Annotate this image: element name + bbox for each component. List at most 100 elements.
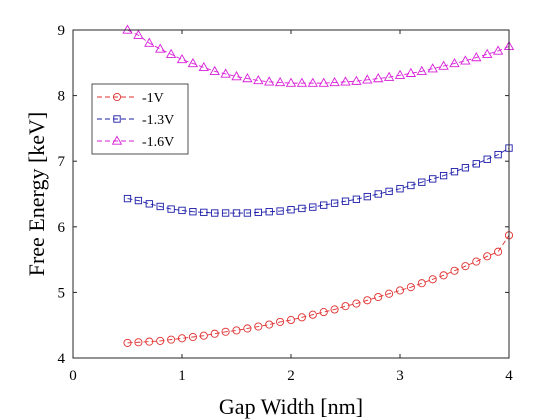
data-point	[220, 68, 231, 78]
data-point	[472, 257, 481, 266]
y-tick-label: 9	[58, 23, 66, 39]
data-point	[385, 289, 394, 298]
data-point	[232, 326, 241, 335]
data-point	[243, 324, 252, 333]
data-point	[165, 48, 177, 58]
legend-marker	[113, 115, 121, 123]
data-point	[265, 320, 274, 329]
data-point	[155, 43, 166, 53]
y-axis-label: Free Energy [keV]	[24, 112, 49, 277]
data-point	[330, 305, 339, 314]
data-point	[221, 209, 230, 217]
data-point	[428, 275, 437, 284]
y-tick-label: 5	[58, 285, 66, 301]
data-point	[385, 187, 393, 196]
data-point	[298, 204, 306, 213]
data-point	[134, 338, 143, 347]
data-point	[471, 52, 482, 62]
series-1	[123, 231, 514, 347]
ticks-layer: 0 1 2 3 4 4 5 6 7 8 9	[58, 23, 514, 384]
data-point	[122, 24, 133, 34]
data-point	[450, 266, 459, 275]
data-point	[285, 77, 297, 87]
data-point	[340, 76, 351, 86]
data-point	[307, 77, 318, 87]
data-point	[439, 271, 448, 280]
data-point	[264, 76, 275, 86]
data-point	[123, 194, 132, 203]
data-point	[461, 164, 470, 172]
data-point	[374, 292, 383, 302]
data-point	[198, 61, 209, 72]
data-point	[318, 77, 329, 87]
data-point	[134, 196, 143, 205]
data-point	[374, 190, 382, 198]
data-point	[341, 302, 350, 311]
data-point	[242, 73, 253, 83]
data-point	[221, 327, 230, 336]
data-point	[461, 262, 470, 271]
data-point	[405, 67, 417, 77]
data-point	[265, 208, 273, 216]
x-tick-label: 2	[287, 368, 295, 384]
data-point	[286, 315, 296, 325]
data-point	[395, 286, 405, 295]
legend-label: -1V	[142, 91, 164, 106]
data-point	[417, 279, 426, 288]
y-tick-label: 7	[58, 154, 66, 170]
data-point	[494, 150, 502, 159]
data-point	[276, 207, 284, 215]
x-tick-label: 1	[178, 368, 186, 384]
legend-label: -1.6V	[142, 135, 174, 150]
series-3	[122, 24, 515, 87]
x-tick-label: 3	[396, 368, 404, 384]
data-point	[427, 63, 438, 73]
data-point	[189, 208, 197, 216]
data-point	[199, 331, 208, 340]
data-point	[449, 57, 460, 68]
data-point	[383, 71, 395, 81]
legend-entry: -1V	[97, 91, 164, 106]
legend-marker	[111, 135, 123, 145]
legend-label: -1.3V	[142, 113, 174, 128]
data-point	[483, 155, 491, 163]
data-point	[309, 203, 317, 211]
data-point	[156, 202, 164, 211]
legend: -1V -1.3V -1.6V	[91, 83, 189, 155]
data-point	[494, 247, 503, 256]
legend-entry: -1.6V	[97, 135, 174, 150]
series-line	[127, 147, 510, 214]
y-tick-label: 8	[58, 89, 66, 105]
data-point	[243, 209, 252, 217]
x-tick-label: 4	[505, 368, 513, 384]
data-point	[176, 54, 188, 64]
x-axis-label: Gap Width [nm]	[219, 394, 363, 419]
data-point	[276, 317, 285, 326]
data-point	[274, 76, 286, 87]
data-point	[418, 178, 426, 186]
data-point	[177, 334, 187, 343]
data-point	[145, 200, 153, 208]
series-line	[127, 235, 510, 344]
data-point	[407, 181, 415, 190]
data-point	[231, 71, 242, 81]
data-point	[287, 206, 295, 214]
data-point	[308, 310, 317, 319]
series-2	[123, 144, 513, 217]
data-point	[296, 77, 308, 87]
data-point	[373, 73, 384, 83]
data-point	[439, 171, 448, 180]
plot-frame	[72, 29, 510, 359]
data-point	[254, 322, 263, 331]
data-point	[450, 168, 459, 176]
data-point	[209, 65, 220, 75]
y-tick-label: 4	[58, 351, 66, 367]
data-point	[416, 65, 427, 75]
data-point	[396, 185, 404, 193]
data-point	[167, 205, 175, 213]
data-point	[363, 192, 371, 201]
data-point	[211, 209, 219, 217]
data-point	[254, 208, 262, 217]
data-point	[330, 199, 339, 207]
data-point	[362, 74, 373, 84]
